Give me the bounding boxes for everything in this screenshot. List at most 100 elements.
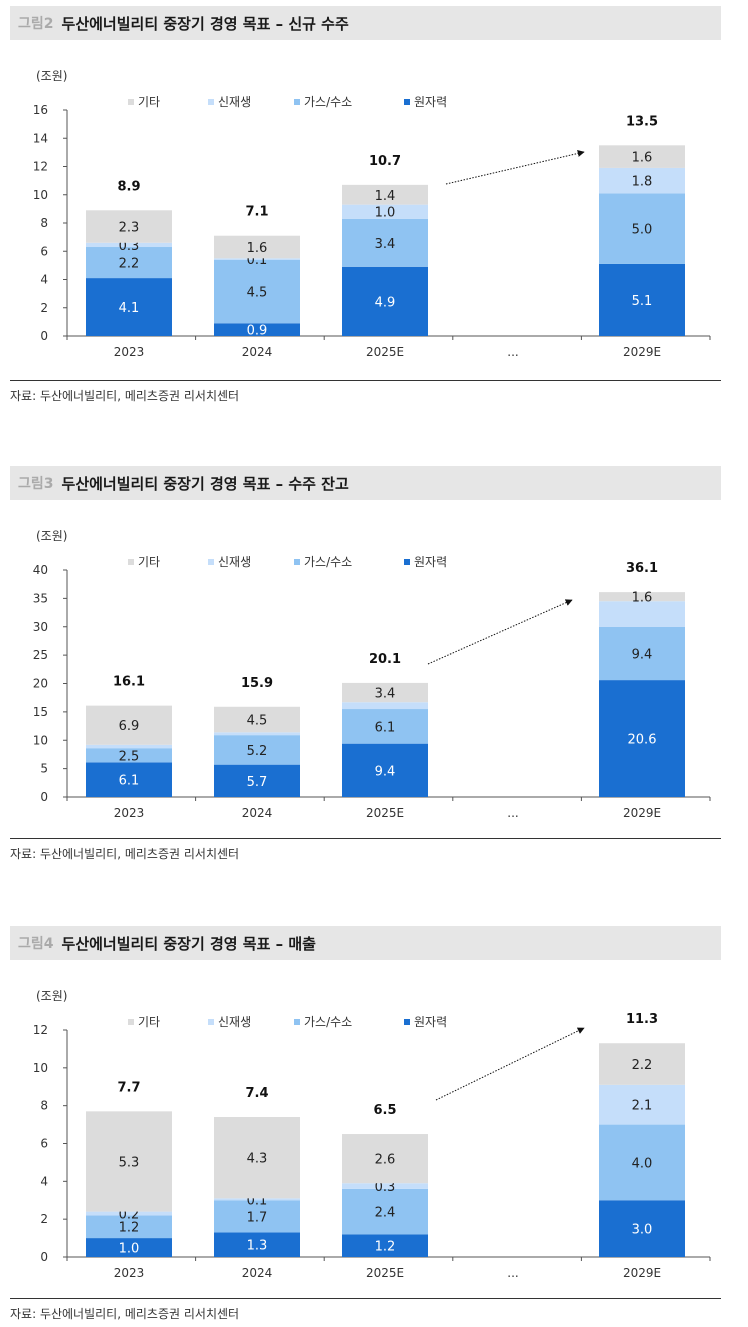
x-tick-label: 2025E — [366, 806, 404, 820]
data-label: 5.1 — [632, 294, 653, 309]
data-label: 2.1 — [632, 1099, 653, 1114]
legend-swatch — [294, 559, 300, 565]
legend-label: 가스/수소 — [304, 555, 352, 569]
data-label: 1.2 — [119, 1221, 140, 1236]
legend-label: 원자력 — [414, 95, 447, 109]
legend-label: 기타 — [138, 555, 160, 569]
bar-segment — [599, 145, 685, 168]
bar-segment — [342, 709, 428, 744]
source-note: 자료: 두산에너빌리티, 메리츠증권 리서치센터 — [10, 847, 240, 861]
x-tick-label: 2023 — [114, 345, 145, 359]
total-label: 11.3 — [626, 1012, 658, 1027]
data-label: 2.2 — [632, 1058, 653, 1073]
bar-segment — [342, 218, 428, 267]
bar-segment — [599, 167, 685, 194]
figure-title: 두산에너빌리티 중장기 경영 목표 – 신규 수주 — [61, 14, 349, 33]
legend-swatch — [294, 99, 300, 105]
data-label: 1.8 — [632, 175, 653, 190]
data-label: 1.0 — [119, 1242, 140, 1257]
bar-segment — [214, 259, 300, 324]
x-tick-label: ... — [507, 345, 518, 359]
total-label: 20.1 — [369, 652, 401, 667]
data-label: 9.4 — [632, 647, 653, 662]
figure-new-orders: 그림2 두산에너빌리티 중장기 경영 목표 – 신규 수주 (조원) 기타 신재생 가… — [10, 6, 721, 404]
data-label: 1.2 — [375, 1240, 396, 1255]
trend-arrow — [445, 150, 585, 185]
x-tick-label: 2029E — [623, 345, 661, 359]
data-label: 4.5 — [247, 714, 268, 729]
order-backlog-chart: (조원) 기타 신재생 가스/수소 원자력 0 5 10 15 20 25 30 35 40 2023 6.1… — [33, 529, 711, 820]
data-label: 3.4 — [375, 237, 396, 252]
bar-segment — [86, 748, 172, 763]
y-tick-label: 4 — [40, 1174, 48, 1188]
x-tick-label: 2029E — [623, 1266, 661, 1280]
legend-swatch — [404, 1019, 410, 1025]
bar-segment — [342, 702, 428, 710]
data-label: 4.0 — [632, 1156, 653, 1171]
total-label: 7.4 — [245, 1086, 268, 1101]
data-label: 1.7 — [247, 1210, 268, 1225]
bar-segment — [342, 743, 428, 797]
source-divider — [10, 1298, 721, 1299]
x-tick-label: 2025E — [366, 345, 404, 359]
data-label: 4.5 — [247, 286, 268, 301]
bar-segment — [599, 680, 685, 797]
total-label: 15.9 — [241, 676, 273, 691]
y-tick-label: 5 — [40, 762, 48, 776]
bar-segment — [599, 193, 685, 264]
y-tick-label: 6 — [40, 244, 48, 258]
unit-label: (조원) — [36, 989, 67, 1003]
legend-swatch — [128, 99, 134, 105]
total-label: 8.9 — [117, 179, 140, 194]
data-label: 0.9 — [247, 324, 268, 339]
y-tick-label: 30 — [33, 620, 48, 634]
bar-segment — [214, 1117, 300, 1199]
data-label: 1.4 — [375, 189, 396, 204]
figure-header: 그림2 두산에너빌리티 중장기 경영 목표 – 신규 수주 — [10, 6, 721, 40]
data-label: 3.0 — [632, 1223, 653, 1238]
bar-segment — [214, 764, 300, 797]
y-tick-label: 12 — [33, 1023, 48, 1037]
y-tick-label: 14 — [33, 131, 48, 145]
figure-revenue: 그림4 두산에너빌리티 중장기 경영 목표 – 매출 (조원) 기타 신재생 가스/수… — [10, 926, 721, 1322]
bar-segment — [599, 263, 685, 336]
revenue-chart: (조원)기타 신재생 가스/수소 원자력02468101220231.01.20.25… — [33, 989, 711, 1280]
bar-segment — [214, 1232, 300, 1257]
bar-segment — [342, 1183, 428, 1189]
bar-segment — [214, 735, 300, 765]
y-tick-label: 16 — [33, 103, 48, 117]
bar-segment — [599, 1124, 685, 1201]
y-tick-label: 8 — [40, 216, 48, 230]
x-tick-label: 2024 — [242, 1266, 273, 1280]
bar-segment — [86, 1215, 172, 1239]
bar-segment — [214, 732, 300, 736]
y-tick-label: 20 — [33, 677, 48, 691]
data-label: 1.6 — [632, 151, 653, 166]
source-note: 자료: 두산에너빌리티, 메리츠증권 리서치센터 — [10, 389, 240, 403]
bar-segment — [86, 1238, 172, 1257]
data-label: 2.5 — [119, 749, 140, 764]
x-tick-label: 2023 — [114, 806, 145, 820]
total-label: 6.5 — [373, 1103, 396, 1118]
legend-label: 기타 — [138, 95, 160, 109]
bar-segment — [86, 762, 172, 797]
unit-label: (조원) — [36, 69, 67, 83]
data-label: 4.9 — [375, 295, 396, 310]
legend-label: 신재생 — [218, 555, 251, 569]
y-tick-label: 0 — [40, 790, 48, 804]
total-label: 7.1 — [245, 205, 268, 220]
bar-segment — [86, 744, 172, 749]
total-label: 10.7 — [369, 154, 401, 169]
bar-segment — [599, 626, 685, 681]
total-label: 7.7 — [117, 1080, 140, 1095]
bar-segment — [214, 323, 300, 336]
source-divider — [10, 380, 721, 381]
figure-title: 두산에너빌리티 중장기 경영 목표 – 수주 잔고 — [61, 474, 349, 493]
figure-label: 그림4 — [18, 936, 54, 952]
bar-segment — [599, 1200, 685, 1257]
y-tick-label: 2 — [40, 1212, 48, 1226]
bar-segment — [342, 682, 428, 703]
x-tick-label: 2029E — [623, 806, 661, 820]
data-label: 2.3 — [119, 221, 140, 236]
y-tick-label: 2 — [40, 301, 48, 315]
